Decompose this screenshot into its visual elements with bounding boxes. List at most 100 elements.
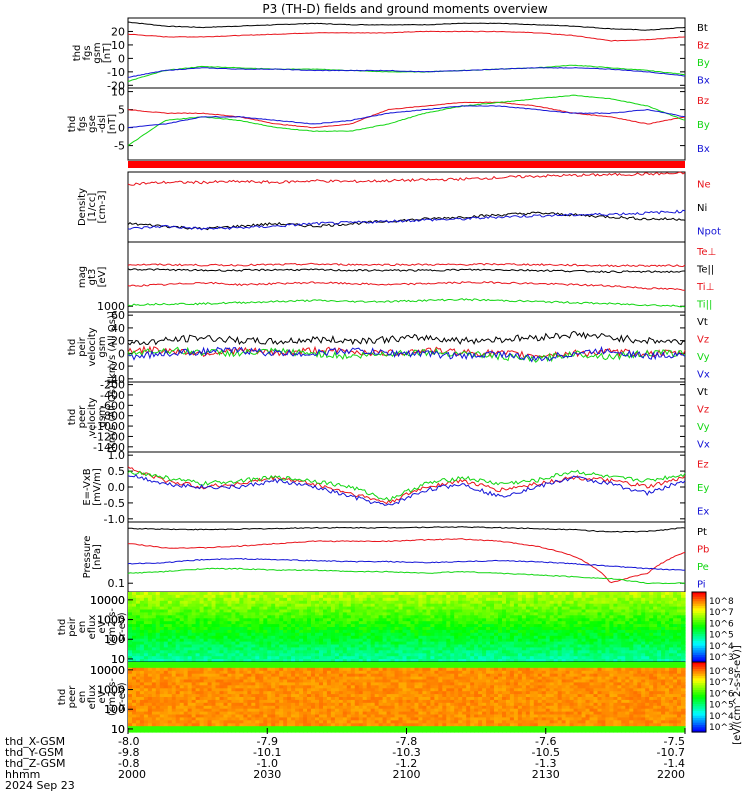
heatmap-cell [669, 638, 674, 643]
heatmap-cell [235, 641, 240, 646]
heatmap-cell [283, 717, 288, 721]
heatmap-cell [521, 627, 527, 631]
heatmap-cell [211, 592, 217, 596]
heatmap-cell [235, 691, 240, 695]
heatmap-cell [665, 609, 670, 613]
heatmap-cell [175, 618, 181, 622]
heatmap-cell [159, 635, 165, 640]
heatmap-cell [398, 609, 404, 613]
heatmap-cell [283, 723, 288, 727]
heatmap-cell [430, 618, 435, 622]
heatmap-cell [151, 729, 157, 733]
heatmap-cell [330, 592, 336, 596]
heatmap-cell [155, 670, 161, 675]
heatmap-cell [323, 638, 328, 643]
heatmap-cell [326, 667, 332, 672]
heatmap-cell [147, 635, 153, 640]
heatmap-cell [374, 629, 380, 634]
heatmap-cell [179, 647, 185, 651]
heatmap-cell [513, 594, 519, 599]
heatmap-cell [207, 720, 213, 724]
heatmap-cell [151, 679, 157, 683]
heatmap-cell [139, 729, 145, 733]
heatmap-cell [215, 729, 221, 733]
heatmap-cell [617, 647, 622, 651]
heatmap-cell [346, 723, 352, 727]
heatmap-cell [593, 653, 599, 657]
heatmap-cell [136, 594, 141, 599]
heatmap-cell [227, 664, 233, 669]
heatmap-cell [470, 600, 475, 605]
heatmap-cell [315, 676, 320, 681]
heatmap-cell [319, 624, 324, 628]
heatmap-cell [171, 612, 177, 616]
heatmap-cell [669, 635, 674, 640]
heatmap-cell [132, 708, 137, 713]
heatmap-cell [283, 615, 288, 619]
heatmap-cell [553, 659, 559, 663]
heatmap-cell [458, 632, 463, 637]
heatmap-cell [155, 714, 161, 718]
heatmap-cell [434, 650, 439, 654]
heatmap-cell [529, 644, 535, 648]
heatmap-cell [613, 594, 618, 599]
heatmap-cell [179, 670, 185, 675]
heatmap-cell [243, 603, 248, 608]
heatmap-cell [561, 632, 567, 637]
heatmap-cell [402, 653, 408, 657]
heatmap-cell [287, 708, 292, 713]
heatmap-cell [446, 638, 451, 643]
heatmap-cell [183, 685, 189, 689]
heatmap-cell [275, 685, 280, 689]
heatmap-cell [163, 603, 169, 608]
heatmap-cell [311, 720, 316, 724]
heatmap-cell [366, 635, 372, 640]
heatmap-cell [585, 656, 591, 660]
heatmap-cell [502, 638, 507, 643]
heatmap-cell [143, 688, 149, 692]
heatmap-cell [653, 603, 658, 608]
heatmap-cell [474, 632, 479, 637]
heatmap-cell [434, 597, 439, 602]
heatmap-cell [243, 702, 248, 707]
heatmap-cell [311, 656, 316, 660]
heatmap-cell [255, 603, 260, 608]
heatmap-cell [136, 638, 141, 643]
heatmap-cell [553, 612, 559, 616]
heatmap-cell [223, 697, 229, 701]
heatmap-cell [275, 638, 280, 643]
heatmap-cell [195, 682, 201, 686]
heatmap-cell [394, 627, 400, 631]
heatmap-cell [326, 662, 332, 666]
heatmap-cell [191, 603, 197, 608]
heatmap-cell [438, 621, 443, 625]
heatmap-cell [366, 597, 372, 602]
heatmap-cell [346, 673, 352, 678]
heatmap-cell [593, 600, 599, 605]
heatmap-cell [163, 705, 169, 710]
heatmap-cell [565, 629, 571, 634]
heatmap-cell [593, 638, 599, 643]
heatmap-cell [513, 644, 519, 648]
heatmap-cell [136, 615, 141, 619]
heatmap-cell [267, 679, 272, 683]
heatmap-cell [319, 702, 324, 707]
heatmap-cell [502, 647, 507, 651]
heatmap-cell [537, 653, 543, 657]
heatmap-cell [279, 627, 284, 631]
heatmap-cell [207, 705, 213, 710]
heatmap-cell [191, 632, 197, 637]
heatmap-cell [342, 606, 348, 611]
heatmap-cell [386, 647, 392, 651]
heatmap-cell [303, 729, 308, 733]
heatmap-cell [291, 691, 296, 695]
heatmap-cell [350, 615, 356, 619]
heatmap-cell [132, 729, 137, 733]
heatmap-cell [490, 621, 495, 625]
heatmap-cell [370, 606, 376, 611]
heatmap-cell [677, 621, 682, 625]
heatmap-cell [275, 647, 280, 651]
heatmap-cell [287, 609, 292, 613]
heatmap-cell [319, 635, 324, 640]
heatmap-cell [390, 612, 396, 616]
